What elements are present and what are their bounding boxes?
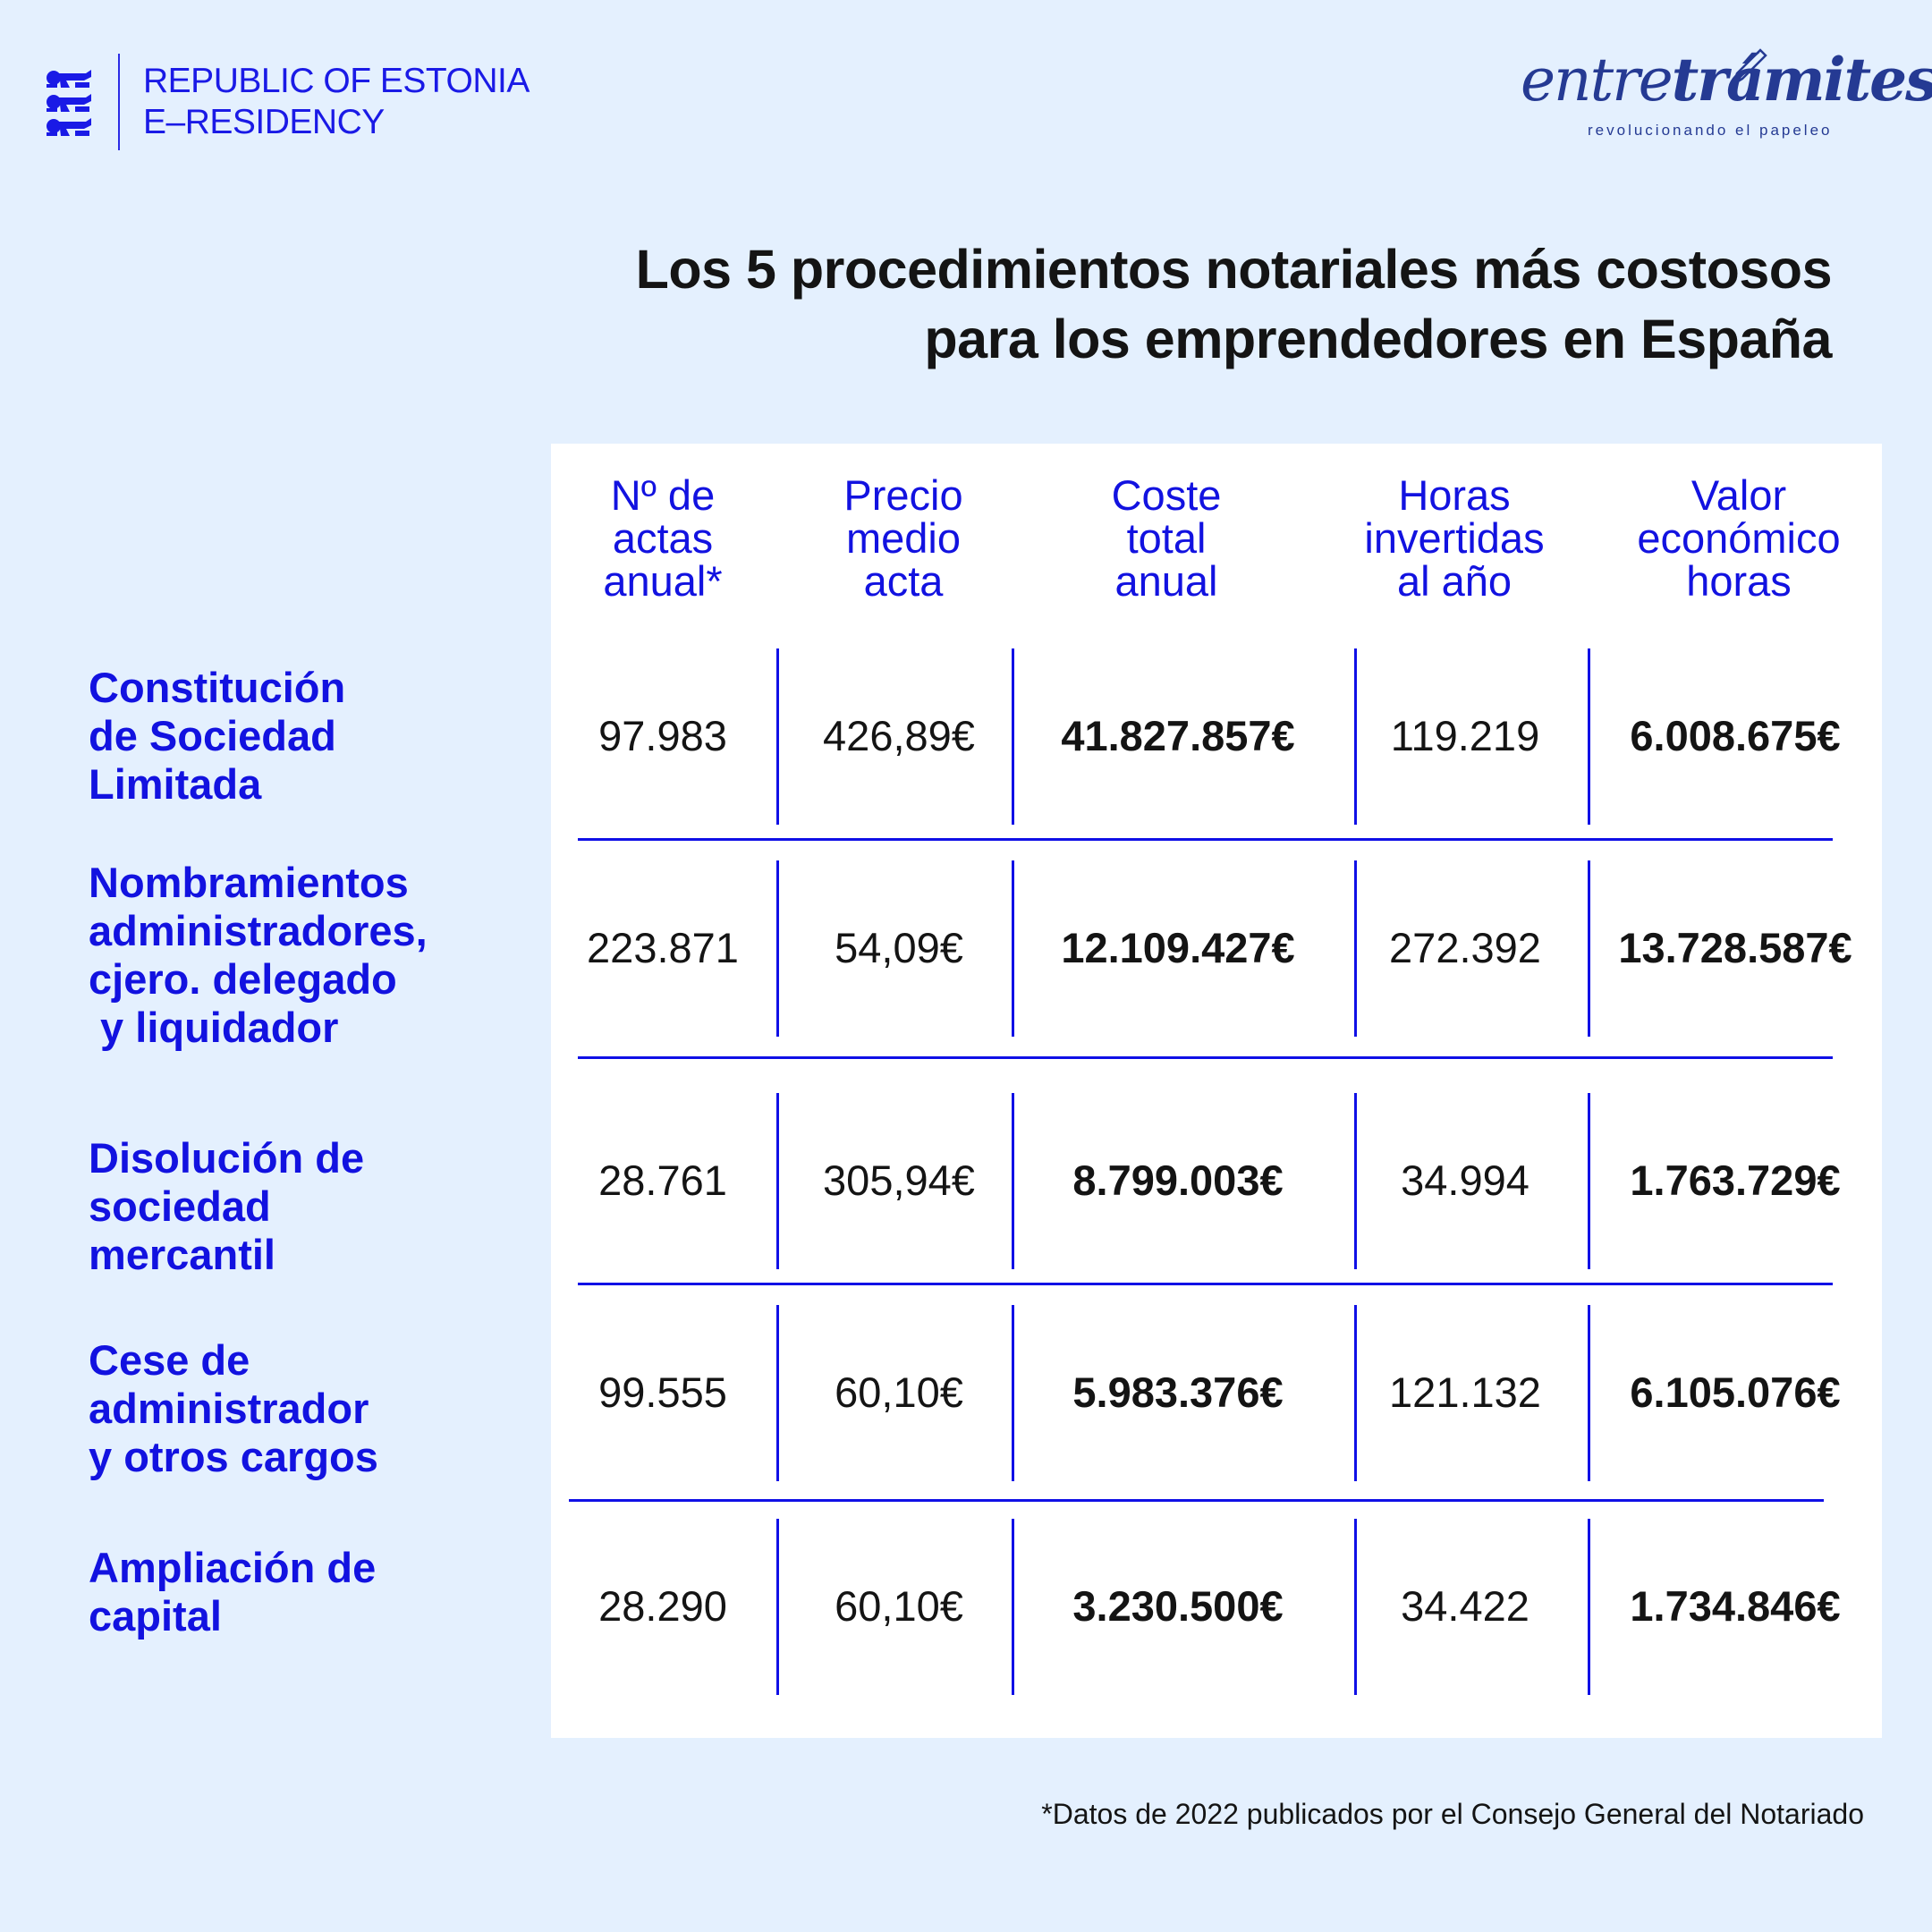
- column-header-line: Nº de: [610, 471, 716, 519]
- table-cell: 6.008.675€: [1630, 712, 1841, 759]
- row-divider: [578, 1283, 1833, 1285]
- column-divider: [1588, 1305, 1590, 1481]
- column-divider: [1012, 1305, 1014, 1481]
- table-cell: 97.983: [598, 712, 727, 759]
- title-line-1: Los 5 procedimientos notariales más cost…: [635, 239, 1833, 300]
- table-cell: 34.422: [1401, 1582, 1530, 1630]
- pen-icon: [1731, 48, 1767, 87]
- table-panel: [551, 444, 1882, 1738]
- brand-tagline: revolucionando el papeleo: [1588, 122, 1833, 139]
- column-divider: [1354, 1093, 1357, 1269]
- column-header-line: económico: [1637, 514, 1841, 562]
- column-header-line: Coste: [1111, 471, 1222, 519]
- table-cell: 426,89€: [823, 712, 975, 759]
- column-header: Horas invertidas al año: [1320, 474, 1589, 603]
- row-label: Cese de administrador y otros cargos: [89, 1336, 378, 1480]
- row-label: Nombramientos administradores, cjero. de…: [89, 859, 428, 1051]
- column-header-line: Precio: [843, 471, 963, 519]
- table-cell: 223.871: [587, 924, 739, 971]
- brand-wordmark: entretrámites: [1521, 45, 1932, 114]
- footnote: *Datos de 2022 publicados por el Consejo…: [1041, 1798, 1864, 1830]
- table-cell: 54,09€: [835, 924, 963, 971]
- column-divider: [1354, 1519, 1357, 1695]
- table-cell: 305,94€: [823, 1157, 975, 1204]
- column-divider: [1588, 1519, 1590, 1695]
- column-header-line: invertidas: [1364, 514, 1545, 562]
- org-line-1: REPUBLIC OF ESTONIA: [143, 62, 530, 100]
- column-divider: [1354, 860, 1357, 1037]
- page-title: Los 5 procedimientos notariales más cost…: [635, 234, 1833, 374]
- column-header: Nº de actas anual*: [529, 474, 797, 603]
- table-cell: 34.994: [1401, 1157, 1530, 1204]
- column-header-line: anual: [1114, 557, 1218, 605]
- column-header-line: Valor: [1690, 471, 1787, 519]
- column-header-line: actas: [612, 514, 714, 562]
- column-divider: [776, 1519, 779, 1695]
- row-label: Constitución de Sociedad Limitada: [89, 664, 346, 808]
- org-line-2: E–RESIDENCY: [143, 103, 385, 141]
- row-label: Ampliación de capital: [89, 1544, 377, 1640]
- table-cell: 28.761: [598, 1157, 727, 1204]
- estonia-eresidency-logo-text: REPUBLIC OF ESTONIA E–RESIDENCY: [143, 61, 530, 143]
- title-line-2: para los emprendedores en España: [924, 309, 1832, 369]
- column-header-line: Horas: [1398, 471, 1511, 519]
- logo-divider: [118, 54, 120, 150]
- column-divider: [1012, 1519, 1014, 1695]
- column-header-line: anual*: [603, 557, 723, 605]
- table-cell: 3.230.500€: [1072, 1582, 1284, 1630]
- row-divider: [578, 1056, 1833, 1059]
- column-divider: [1354, 1305, 1357, 1481]
- table-cell: 6.105.076€: [1630, 1368, 1841, 1416]
- column-header-line: al año: [1396, 557, 1513, 605]
- column-divider: [1354, 648, 1357, 825]
- column-header: Valor económico horas: [1605, 474, 1873, 603]
- table-cell: 5.983.376€: [1072, 1368, 1284, 1416]
- table-cell: 60,10€: [835, 1368, 963, 1416]
- column-header-line: medio: [845, 514, 961, 562]
- row-divider: [578, 838, 1833, 841]
- table-cell: 1.734.846€: [1630, 1582, 1841, 1630]
- table-cell: 8.799.003€: [1072, 1157, 1284, 1204]
- table-cell: 28.290: [598, 1582, 727, 1630]
- table-cell: 1.763.729€: [1630, 1157, 1841, 1204]
- table-cell: 60,10€: [835, 1582, 963, 1630]
- column-divider: [1588, 648, 1590, 825]
- column-divider: [776, 860, 779, 1037]
- table-cell: 13.728.587€: [1618, 924, 1852, 971]
- column-header-line: total: [1126, 514, 1207, 562]
- column-divider: [1012, 648, 1014, 825]
- brand-wordmark-bold: trámites: [1671, 45, 1932, 114]
- column-divider: [1012, 860, 1014, 1037]
- row-label: Disolución de sociedad mercantil: [89, 1134, 365, 1278]
- estonia-lions-emblem-icon: [47, 70, 91, 136]
- table-cell: 272.392: [1389, 924, 1541, 971]
- column-divider: [1588, 860, 1590, 1037]
- column-divider: [776, 1305, 779, 1481]
- table-cell: 41.827.857€: [1061, 712, 1295, 759]
- brand-wordmark-script: entre: [1521, 46, 1674, 114]
- column-divider: [776, 1093, 779, 1269]
- entretramites-logo: entretrámites revolucionando el papeleo: [1521, 45, 1932, 143]
- table-cell: 12.109.427€: [1061, 924, 1295, 971]
- table-cell: 99.555: [598, 1368, 727, 1416]
- row-divider: [569, 1499, 1824, 1502]
- table-cell: 119.219: [1390, 712, 1540, 759]
- column-header: Coste total anual: [1032, 474, 1301, 603]
- table-cell: 121.132: [1389, 1368, 1541, 1416]
- column-header-line: horas: [1686, 557, 1792, 605]
- column-header: Precio medio acta: [769, 474, 1038, 603]
- column-divider: [1012, 1093, 1014, 1269]
- column-divider: [1588, 1093, 1590, 1269]
- column-header-line: acta: [863, 557, 944, 605]
- column-divider: [776, 648, 779, 825]
